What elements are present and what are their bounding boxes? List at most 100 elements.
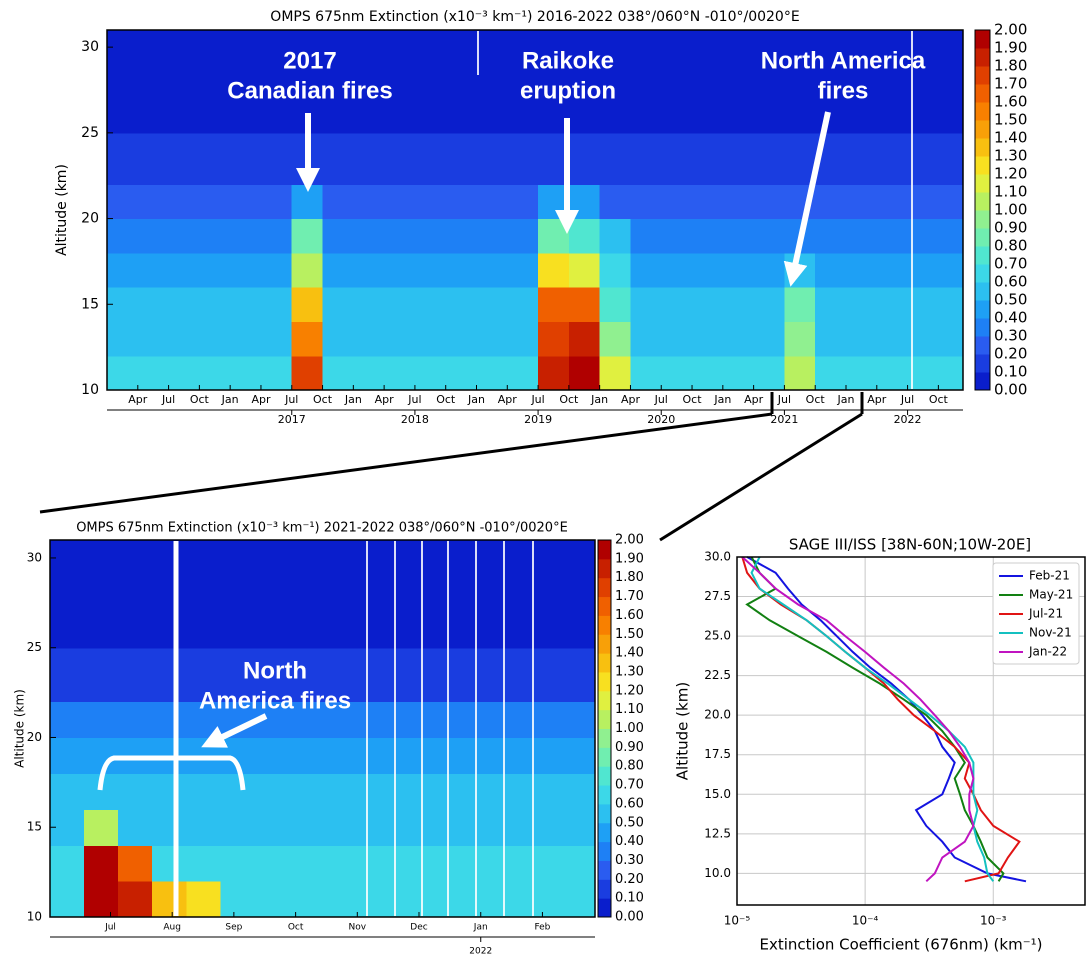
heat-cell — [876, 81, 909, 134]
colorbar-label: 1.80 — [615, 570, 644, 585]
heat-cell — [260, 30, 293, 83]
year-label: 2022 — [894, 413, 922, 426]
heat-cell — [50, 593, 85, 649]
y-tick-label: 10 — [81, 382, 99, 398]
colorbar-swatch — [598, 596, 611, 616]
legend-box — [992, 562, 1080, 665]
legend-label: Feb-21 — [1029, 569, 1070, 583]
series-line — [750, 556, 995, 882]
heat-cell — [424, 737, 460, 774]
heat-cell — [424, 809, 460, 846]
heat-cell — [137, 287, 170, 323]
colorbar-label: 1.40 — [615, 646, 644, 661]
heat-cell — [390, 809, 426, 846]
heat-cell — [260, 132, 293, 185]
x-tick-label: Oct — [683, 393, 703, 406]
x-axis-label: Extinction Coefficient (676nm) (km⁻¹) — [760, 936, 1043, 954]
colorbar-label: 1.00 — [994, 201, 1027, 219]
heat-cell — [938, 132, 964, 185]
heat-cell — [507, 81, 539, 134]
heat-cell — [507, 355, 539, 391]
heat-cell — [50, 540, 85, 595]
heat-cell — [186, 773, 221, 810]
annotation: eruption — [520, 77, 616, 104]
heat-cell — [384, 184, 416, 220]
heat-cell — [599, 287, 632, 323]
colorbar-swatch — [598, 728, 611, 748]
heat-cell — [424, 845, 460, 882]
heat-cell — [753, 30, 786, 83]
colorbar-swatch — [975, 318, 990, 337]
heat-cell — [254, 809, 290, 846]
heat-cell — [815, 81, 847, 134]
colorbar-swatch — [598, 879, 611, 899]
heat-cell — [168, 132, 200, 185]
heat-cell — [630, 81, 662, 134]
x-tick-label: Apr — [251, 393, 271, 406]
heat-cell — [118, 701, 153, 739]
heat-cell — [322, 218, 354, 254]
x-tick-label: Jan — [837, 393, 855, 406]
heat-cell — [220, 593, 255, 649]
heat-cell — [507, 252, 539, 288]
heat-cell — [424, 881, 460, 918]
heat-cell — [661, 184, 693, 220]
colorbar-swatch — [598, 898, 611, 918]
heat-cell — [356, 540, 392, 595]
heat-cell — [414, 218, 447, 254]
heat-cell — [414, 81, 447, 134]
colorbar-label: 0.40 — [615, 834, 644, 849]
heat-cell — [753, 218, 786, 254]
heat-cell — [260, 81, 293, 134]
heat-cell — [186, 845, 221, 882]
heat-cell — [353, 132, 385, 185]
heat-cell — [118, 647, 153, 703]
heat-cell — [560, 701, 596, 739]
heat-cell — [322, 647, 358, 703]
heat-cell — [390, 647, 426, 703]
heat-cell — [938, 287, 964, 323]
heat-cell — [538, 252, 570, 288]
heat-cell — [630, 287, 662, 323]
y-axis-label: Altitude (km) — [54, 164, 70, 256]
x-tick-label: Aug — [163, 923, 181, 933]
heat-cell — [230, 218, 262, 254]
heat-cell — [492, 701, 528, 739]
colorbar-label: 1.90 — [994, 39, 1027, 57]
heat-cell — [50, 737, 85, 774]
heat-cell — [560, 809, 596, 846]
heat-cell — [938, 252, 964, 288]
heat-cell — [424, 773, 460, 810]
heat-cell — [288, 701, 324, 739]
heat-cell — [753, 184, 786, 220]
heat-cell — [118, 773, 153, 810]
colorbar-swatch — [975, 120, 990, 139]
heat-cell — [230, 132, 262, 185]
heat-cell — [107, 132, 139, 185]
y-tick-label: 20 — [27, 730, 42, 744]
colorbar-label: 0.80 — [994, 237, 1027, 255]
heat-cell — [107, 218, 139, 254]
x-tick-label: Jul — [530, 393, 544, 406]
y-tick-label: 20 — [81, 211, 99, 227]
colorbar-label: 0.40 — [994, 309, 1027, 327]
heat-cell — [722, 184, 755, 220]
heat-cell — [476, 184, 508, 220]
heat-cell — [753, 355, 786, 391]
heat-cell — [692, 30, 724, 83]
heat-cell — [230, 252, 262, 288]
heat-cell — [291, 355, 324, 391]
heat-cell — [424, 540, 460, 595]
colorbar-swatch — [598, 766, 611, 786]
colorbar-label: 1.00 — [615, 721, 644, 736]
heat-cell — [784, 132, 816, 185]
heat-cell — [414, 184, 447, 220]
heat-cell — [692, 218, 724, 254]
heat-cell — [476, 287, 508, 323]
legend-label: May-21 — [1029, 588, 1073, 602]
x-tick-label: Apr — [621, 393, 641, 406]
heat-cell — [507, 30, 539, 83]
data-gaps — [366, 31, 913, 916]
heat-cell — [938, 355, 964, 391]
heat-cell — [815, 321, 847, 357]
